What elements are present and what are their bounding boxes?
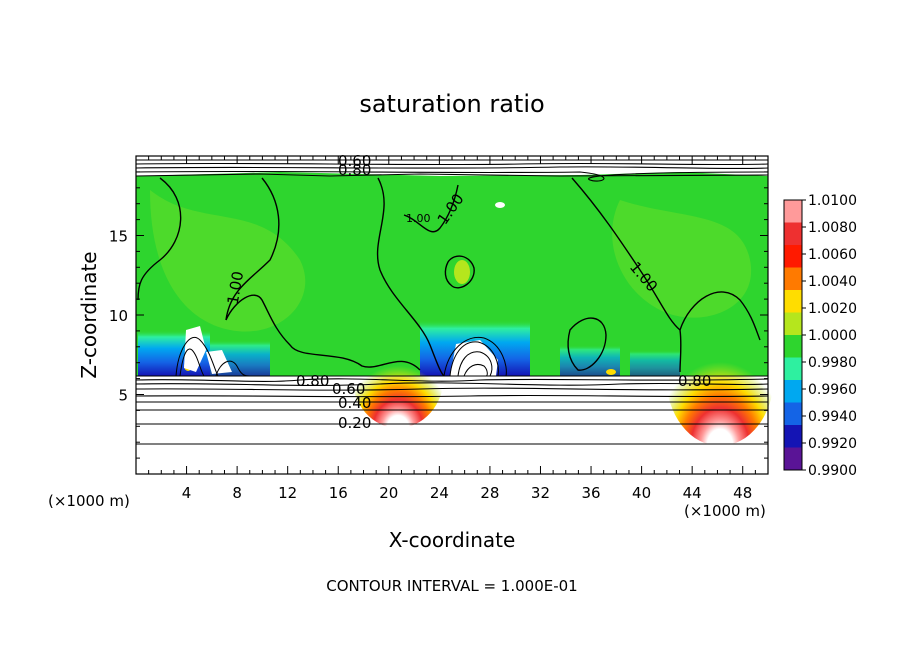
colorbar-swatch [784, 290, 802, 313]
colorbar-label: 1.0020 [808, 301, 857, 317]
supersaturation-spot [454, 260, 470, 284]
y-tick-label: 15 [109, 228, 128, 246]
chart-title: saturation ratio [359, 90, 544, 118]
x-tick-label: 24 [430, 484, 449, 502]
x-tick-label: 8 [232, 484, 242, 502]
contour-label: 1.00 [406, 212, 431, 225]
saturation-field [136, 172, 768, 376]
colorbar-swatch [784, 425, 802, 448]
colorbar-label: 0.9980 [808, 355, 857, 371]
contour-label: 0.20 [338, 414, 371, 432]
x-tick-label: 44 [683, 484, 702, 502]
colorbar-swatch [784, 267, 802, 291]
colorbar-label: 1.0040 [808, 274, 857, 290]
contour-label: 0.80 [338, 161, 371, 179]
colorbar-swatch [784, 447, 802, 471]
field-light-patch [612, 200, 752, 318]
supersaturation-spot [606, 369, 616, 375]
x-tick-label: 40 [632, 484, 651, 502]
colorbar-label: 1.0080 [808, 220, 857, 236]
colorbar-swatch [784, 245, 802, 268]
surface-contours [135, 375, 769, 445]
clear-patch [184, 326, 206, 372]
clear-patch [495, 202, 505, 208]
colorbar-swatch [784, 402, 802, 426]
x-axis: 4 8 12 16 20 24 28 32 36 40 44 48 [148, 156, 756, 502]
contour-label: 0.60 [332, 380, 365, 398]
colorbar-swatch [784, 222, 802, 246]
contour-label: 1.00 [224, 270, 248, 306]
y-axis: 5 10 15 [109, 171, 768, 459]
contour-label: 0.80 [296, 372, 329, 390]
contour-interval-note: CONTOUR INTERVAL = 1.000E-01 [326, 577, 577, 595]
x-tick-label: 36 [581, 484, 600, 502]
y-tick-label: 5 [118, 387, 128, 405]
x-tick-label: 12 [278, 484, 297, 502]
contour-label: 0.80 [678, 372, 711, 390]
y-axis-label: Z-coordinate [77, 251, 101, 378]
colorbar-label: 0.9920 [808, 436, 857, 452]
x-tick-label: 48 [733, 484, 752, 502]
turbulent-contours [175, 336, 507, 377]
colorbar: 1.0100 1.0080 1.0060 1.0040 1.0020 1.0000 0.99… [783, 193, 857, 479]
colorbar-label: 1.0100 [808, 193, 857, 209]
contour-label: 0.40 [338, 394, 371, 412]
x-tick-label: 4 [182, 484, 192, 502]
contour-lines [137, 177, 761, 377]
field-light-patch [150, 190, 306, 332]
x-unit-label-right: (×1000 m) [684, 502, 766, 520]
clear-patch [450, 340, 498, 376]
colorbar-swatch [784, 335, 802, 358]
x-tick-label: 32 [531, 484, 550, 502]
colorbar-label: 1.0000 [808, 328, 857, 344]
top-contours [135, 159, 769, 182]
y-tick-label: 10 [109, 307, 128, 325]
colorbar-swatch [784, 200, 802, 223]
x-tick-label: 16 [329, 484, 348, 502]
colorbar-label: 0.9940 [808, 409, 857, 425]
x-unit-label-left: (×1000 m) [48, 492, 130, 510]
x-tick-label: 28 [480, 484, 499, 502]
colorbar-swatch [784, 357, 802, 381]
x-axis-label: X-coordinate [389, 528, 516, 552]
colorbar-label: 1.0060 [808, 247, 857, 263]
contour-label: 0.60 [338, 152, 371, 170]
colorbar-label: 0.9960 [808, 382, 857, 398]
x-tick-label: 20 [379, 484, 398, 502]
colorbar-swatch [784, 312, 802, 336]
colorbar-swatch [784, 380, 802, 403]
colorbar-label: 0.9900 [808, 463, 857, 479]
clear-patch [206, 350, 232, 374]
